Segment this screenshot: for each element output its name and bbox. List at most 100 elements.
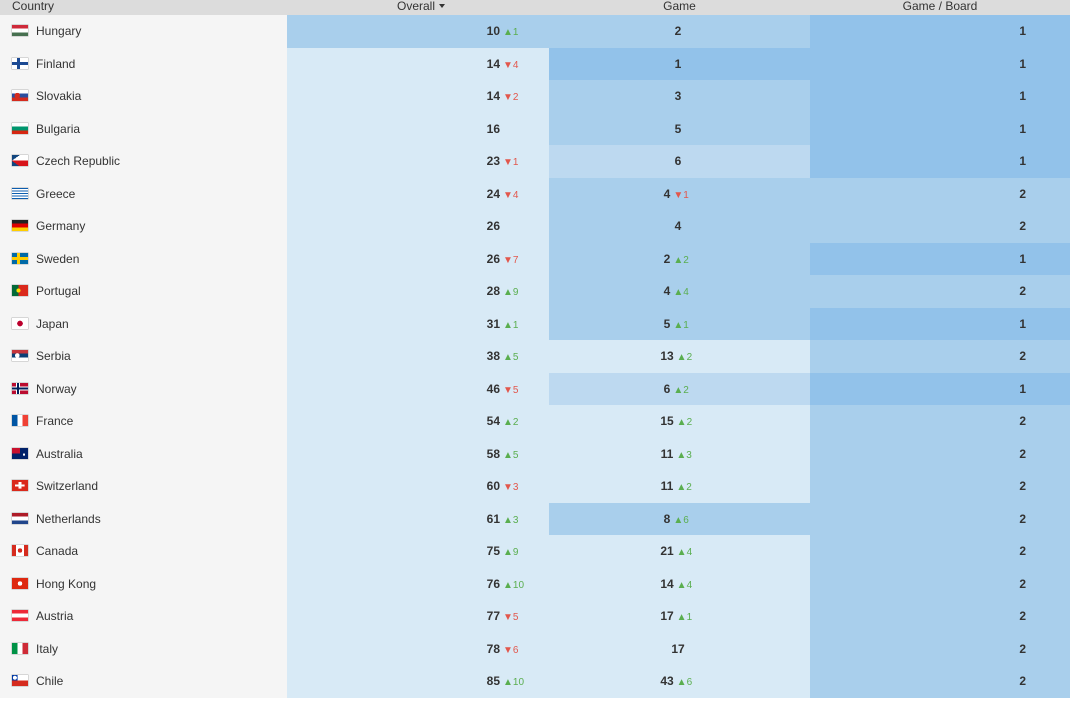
country-cell: Netherlands — [0, 502, 287, 535]
game-rank-change: ▲4 — [673, 287, 689, 299]
overall-rank: 16 — [486, 121, 500, 136]
table-row[interactable]: Chile 85 ▲10 43 ▲6 2 — [0, 665, 1070, 698]
game-rank: 4 — [663, 284, 671, 299]
overall-rank-cell: 61 ▲3 — [287, 502, 549, 535]
table-row[interactable]: Portugal 28 ▲9 4 ▲4 2 — [0, 275, 1070, 308]
table-row[interactable]: Finland 14 ▼4 1 1 — [0, 47, 1070, 80]
country-name: Portugal — [36, 284, 81, 299]
bulgaria-flag-icon — [12, 122, 28, 134]
overall-rank-change: ▲9 — [503, 547, 519, 559]
overall-rank-change: ▲5 — [503, 449, 519, 461]
table-row[interactable]: Greece 24 ▼4 4 ▼1 2 — [0, 177, 1070, 210]
game-rank: 8 — [663, 511, 671, 526]
game-rank-cell: 5 — [549, 112, 810, 145]
overall-rank: 10 — [486, 24, 500, 39]
serbia-flag-icon — [12, 350, 28, 362]
table-row[interactable]: Switzerland 60 ▼3 11 ▲2 2 — [0, 470, 1070, 503]
overall-rank-change: ▲1 — [503, 319, 519, 331]
table-header-row: Country Overall Game Game / Board — [0, 0, 1070, 15]
game-board-rank-cell: 1 — [810, 372, 1070, 405]
country-name: Germany — [36, 219, 86, 234]
country-name: Austria — [36, 609, 74, 624]
game-rank: 4 — [663, 186, 671, 201]
country-name: Hong Kong — [36, 576, 97, 591]
overall-rank-change: ▼4 — [503, 59, 519, 71]
table-row[interactable]: Germany 26 4 2 — [0, 210, 1070, 243]
overall-rank: 14 — [486, 56, 500, 71]
table-row[interactable]: Netherlands 61 ▲3 8 ▲6 2 — [0, 502, 1070, 535]
column-header-game[interactable]: Game — [549, 0, 810, 15]
overall-rank-cell: 85 ▲10 — [287, 665, 549, 698]
game-rank-change: ▲6 — [673, 514, 689, 526]
czech-republic-flag-icon — [12, 155, 28, 167]
column-header-overall[interactable]: Overall — [287, 0, 549, 15]
column-header-game-board[interactable]: Game / Board — [810, 0, 1070, 15]
game-rank-cell: 2 ▲2 — [549, 242, 810, 275]
overall-rank-change: ▼1 — [503, 157, 519, 169]
table-row[interactable]: France 54 ▲2 15 ▲2 2 — [0, 405, 1070, 438]
table-row[interactable]: Sweden 26 ▼7 2 ▲2 1 — [0, 242, 1070, 275]
overall-rank: 60 — [486, 479, 500, 494]
column-header-overall-label: Overall — [396, 0, 435, 13]
country-cell: France — [0, 405, 287, 438]
sort-descending-icon — [439, 4, 445, 8]
game-rank-cell: 4 — [549, 210, 810, 243]
country-name: Hungary — [36, 24, 82, 39]
overall-rank-cell: 46 ▼5 — [287, 372, 549, 405]
game-board-rank: 1 — [1019, 89, 1026, 104]
table-row[interactable]: Czech Republic 23 ▼1 6 1 — [0, 145, 1070, 178]
game-board-rank: 1 — [1019, 154, 1026, 169]
country-name: Australia — [36, 446, 83, 461]
table-row[interactable]: Hungary 10 ▲1 2 1 — [0, 15, 1070, 48]
country-name: Japan — [36, 316, 69, 331]
column-header-country[interactable]: Country — [0, 0, 287, 15]
italy-flag-icon — [12, 642, 28, 654]
overall-rank-cell: 14 ▼4 — [287, 47, 549, 80]
country-name: Sweden — [36, 251, 80, 266]
overall-rank-cell: 26 ▼7 — [287, 242, 549, 275]
hungary-flag-icon — [12, 25, 28, 37]
table-row[interactable]: Australia 58 ▲5 11 ▲3 2 — [0, 437, 1070, 470]
game-board-rank: 2 — [1019, 479, 1026, 494]
game-rank: 2 — [674, 24, 682, 39]
table-row[interactable]: Serbia 38 ▲5 13 ▲2 2 — [0, 340, 1070, 373]
country-cell: Greece — [0, 177, 287, 210]
table-row[interactable]: Norway 46 ▼5 6 ▲2 1 — [0, 372, 1070, 405]
table-row[interactable]: Italy 78 ▼6 17 2 — [0, 632, 1070, 665]
game-board-rank-cell: 2 — [810, 177, 1070, 210]
table-row[interactable]: Hong Kong 76 ▲10 14 ▲4 2 — [0, 567, 1070, 600]
game-board-rank-cell: 2 — [810, 210, 1070, 243]
country-cell: Czech Republic — [0, 145, 287, 178]
game-rank-cell: 21 ▲4 — [549, 535, 810, 568]
game-board-rank-cell: 2 — [810, 437, 1070, 470]
column-header-country-label: Country — [12, 0, 55, 13]
game-rank: 17 — [671, 641, 685, 656]
game-rank: 15 — [660, 414, 674, 429]
overall-rank: 54 — [486, 414, 500, 429]
game-board-rank: 2 — [1019, 186, 1026, 201]
game-board-rank-cell: 2 — [810, 567, 1070, 600]
table-row[interactable]: Canada 75 ▲9 21 ▲4 2 — [0, 535, 1070, 568]
country-cell: Austria — [0, 600, 287, 633]
greece-flag-icon — [12, 187, 28, 199]
country-name: Italy — [36, 641, 59, 656]
game-board-rank-cell: 1 — [810, 47, 1070, 80]
table-row[interactable]: Bulgaria 16 5 1 — [0, 112, 1070, 145]
game-rank-cell: 1 — [549, 47, 810, 80]
overall-rank-cell: 14 ▼2 — [287, 80, 549, 113]
overall-rank-cell: 54 ▲2 — [287, 405, 549, 438]
austria-flag-icon — [12, 610, 28, 622]
game-rank-cell: 4 ▼1 — [549, 177, 810, 210]
table-row[interactable]: Austria 77 ▼5 17 ▲1 2 — [0, 600, 1070, 633]
game-board-rank-cell: 2 — [810, 470, 1070, 503]
game-rank: 1 — [674, 56, 682, 71]
switzerland-flag-icon — [12, 480, 28, 492]
game-board-rank: 1 — [1019, 381, 1026, 396]
table-row[interactable]: Slovakia 14 ▼2 3 1 — [0, 80, 1070, 113]
game-board-rank-cell: 1 — [810, 15, 1070, 48]
overall-rank-cell: 58 ▲5 — [287, 437, 549, 470]
table-row[interactable]: Japan 31 ▲1 5 ▲1 1 — [0, 307, 1070, 340]
game-rank-cell: 6 ▲2 — [549, 372, 810, 405]
overall-rank-change: ▼7 — [503, 254, 519, 266]
overall-rank: 38 — [486, 349, 500, 364]
